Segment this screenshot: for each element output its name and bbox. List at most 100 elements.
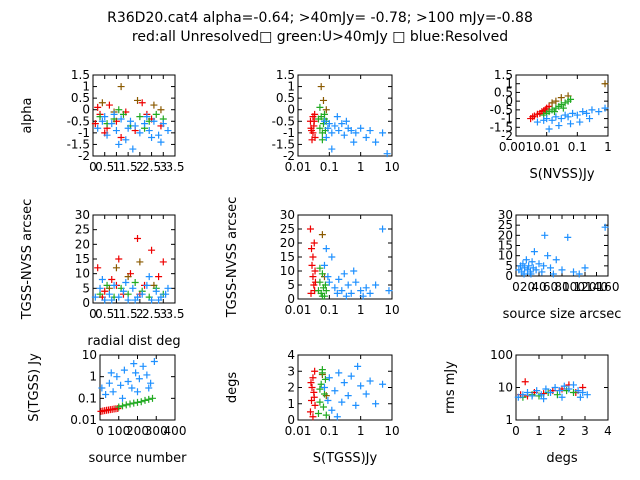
- data-point: [322, 411, 330, 419]
- y-tick-label: 25: [498, 218, 513, 232]
- data-point: [110, 110, 118, 118]
- plot-frame: [515, 74, 609, 137]
- x-tick-label: 4: [604, 424, 612, 438]
- data-point: [322, 133, 330, 141]
- data-point: [131, 296, 139, 304]
- data-point: [145, 395, 153, 403]
- x-tick-label: 1: [357, 303, 365, 317]
- data-point: [130, 360, 138, 368]
- data-point: [318, 231, 326, 239]
- y-tick-label: 1: [287, 397, 295, 411]
- x-tick-label: 1.5: [119, 160, 138, 174]
- data-point: [553, 391, 561, 399]
- data-point: [347, 289, 355, 297]
- data-point: [314, 410, 322, 417]
- data-point: [560, 382, 568, 390]
- data-point: [128, 384, 136, 392]
- plot-frame: [297, 74, 393, 157]
- y-tick-label: 0.5: [71, 91, 90, 105]
- x-tick-label: 0.01: [533, 140, 560, 154]
- y-tick-label: 30: [75, 208, 90, 222]
- data-point: [318, 292, 326, 300]
- y-axis-label: rms mJy: [443, 361, 458, 414]
- x-tick-label: 3: [159, 160, 167, 174]
- data-point: [567, 95, 575, 103]
- y-tick-label: 0: [287, 292, 295, 306]
- data-point: [150, 358, 158, 366]
- data-point: [550, 108, 558, 116]
- y-tick-label: 30: [498, 208, 513, 222]
- data-point: [98, 384, 106, 392]
- data-point: [525, 262, 533, 270]
- data-point: [101, 287, 109, 295]
- data-point: [557, 115, 565, 123]
- scatter-panel-2: 0.01 0.1 1 10-2-1.5-1-0.500.511.5: [272, 68, 400, 174]
- data-point: [372, 281, 380, 289]
- data-point: [143, 113, 151, 121]
- data-point: [357, 382, 365, 390]
- y-tick-label: 3: [287, 364, 295, 378]
- y-tick-label: 0: [82, 296, 90, 310]
- y-tick-label: 0: [287, 103, 295, 117]
- series-brown: [317, 83, 330, 114]
- data-point: [583, 391, 591, 399]
- data-point: [98, 276, 106, 284]
- data-point: [105, 290, 113, 298]
- data-point: [310, 393, 318, 401]
- x-tick-label: 3: [159, 307, 167, 321]
- data-point: [556, 387, 564, 395]
- x-tick-label: 0.01: [285, 160, 312, 174]
- x-tick-label: 60: [543, 280, 558, 294]
- data-point: [338, 398, 346, 406]
- data-point: [362, 284, 370, 292]
- y-tick-label: 10: [82, 348, 97, 362]
- data-point: [318, 366, 326, 374]
- data-point: [325, 120, 333, 128]
- series-green: [96, 106, 167, 132]
- y-axis-label: alpha: [20, 97, 35, 133]
- y-tick-label: 2: [287, 381, 295, 395]
- y-tick-label: -1.5: [67, 137, 90, 151]
- data-point: [595, 108, 603, 116]
- data-point: [124, 296, 132, 304]
- data-point: [379, 225, 387, 233]
- data-point: [120, 366, 128, 374]
- series-brown: [98, 83, 165, 116]
- data-point: [328, 406, 336, 414]
- y-tick-label: 25: [280, 222, 295, 236]
- series-red: [97, 404, 122, 415]
- data-point: [145, 127, 153, 135]
- y-tick-label: 5: [505, 259, 513, 273]
- x-tick-label: 300: [145, 424, 168, 438]
- data-point: [545, 125, 553, 133]
- data-point: [514, 393, 522, 401]
- data-point: [148, 296, 156, 304]
- y-tick-label: 0: [287, 413, 295, 427]
- data-point: [533, 118, 541, 126]
- data-point: [105, 101, 113, 109]
- panels: 00.511.522.533.5-2-1.5-1-0.500.511.5alph…: [20, 68, 621, 466]
- x-tick-label: 120: [574, 280, 597, 294]
- y-tick-label: 15: [280, 250, 295, 264]
- data-point: [309, 413, 317, 421]
- data-point: [98, 117, 106, 125]
- data-point: [350, 267, 358, 275]
- y-tick-label: 0: [505, 269, 513, 283]
- data-point: [324, 397, 332, 404]
- data-point: [383, 150, 391, 158]
- data-point: [342, 117, 350, 125]
- x-tick-label: 1: [357, 424, 365, 438]
- data-point: [157, 106, 165, 114]
- x-tick-label: 100: [562, 280, 585, 294]
- data-point: [117, 133, 125, 141]
- data-point: [533, 387, 541, 395]
- data-point: [325, 278, 333, 286]
- data-point: [115, 255, 123, 263]
- data-point: [122, 401, 130, 409]
- data-point: [143, 371, 151, 379]
- data-point: [359, 292, 367, 300]
- data-point: [322, 106, 330, 114]
- scatter-panel-8: 0.01 0.1 1 10 0 1 2 3 4 degs S(TGSS)Jy: [225, 348, 400, 466]
